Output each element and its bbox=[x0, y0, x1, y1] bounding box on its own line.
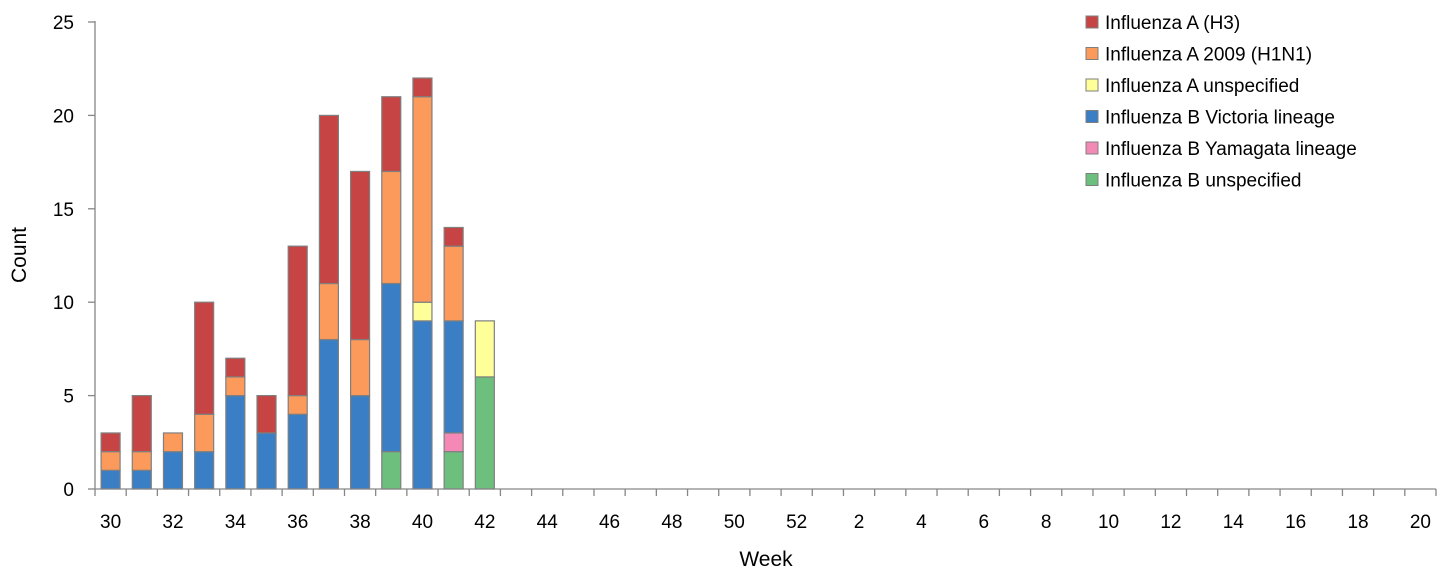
bar-segment-influenza-b-victoria-lineage-week-33 bbox=[194, 451, 215, 490]
x-tick-label: 6 bbox=[979, 512, 990, 533]
bar-segment-influenza-a-h3-week-34 bbox=[225, 357, 246, 378]
bar-segment-influenza-a-2009-h1n1-week-31 bbox=[131, 451, 152, 471]
bar-segment-influenza-b-victoria-lineage-week-39 bbox=[381, 282, 402, 453]
legend-swatch-influenza-b-unspecified bbox=[1085, 173, 1099, 186]
bar-segment-influenza-a-2009-h1n1-week-37 bbox=[318, 282, 339, 341]
legend-swatch-influenza-a-h3 bbox=[1085, 15, 1099, 29]
bar-segment-influenza-a-2009-h1n1-week-38 bbox=[349, 338, 371, 397]
bar-segment-influenza-b-victoria-lineage-week-32 bbox=[162, 451, 184, 490]
bar-segment-influenza-b-victoria-lineage-week-37 bbox=[318, 338, 339, 490]
bar-segment-influenza-b-unspecified-week-39 bbox=[381, 451, 402, 490]
y-tick-label: 5 bbox=[63, 387, 74, 408]
bar-segment-influenza-a-2009-h1n1-week-30 bbox=[100, 451, 121, 471]
x-axis-title: Week bbox=[739, 548, 793, 571]
bar-segment-influenza-b-victoria-lineage-week-40 bbox=[412, 320, 433, 490]
bar-segment-influenza-a-h3-week-31 bbox=[131, 395, 152, 453]
legend: Influenza A (H3) Influenza A 2009 (H1N1) I… bbox=[1085, 13, 1357, 192]
bar-segment-influenza-a-unspecified-week-40 bbox=[412, 301, 433, 322]
x-tick-label: 40 bbox=[412, 512, 433, 533]
bar-segment-influenza-a-2009-h1n1-week-40 bbox=[412, 96, 433, 303]
bar-segment-influenza-a-h3-week-38 bbox=[349, 170, 371, 341]
x-tick-label: 50 bbox=[724, 512, 745, 533]
bars-layer bbox=[100, 77, 495, 490]
x-tick-label: 30 bbox=[100, 512, 121, 533]
legend-label-influenza-a-unspecified: Influenza A unspecified bbox=[1105, 76, 1299, 97]
bar-segment-influenza-b-victoria-lineage-week-36 bbox=[287, 413, 308, 490]
x-tick-label: 36 bbox=[287, 512, 308, 533]
bar-segment-influenza-b-victoria-lineage-week-38 bbox=[349, 395, 371, 490]
x-tick-label: 20 bbox=[1410, 512, 1431, 533]
legend-label-influenza-b-yamagata-lineage: Influenza B Yamagata lineage bbox=[1105, 139, 1357, 160]
legend-label-influenza-a-h3: Influenza A (H3) bbox=[1105, 13, 1240, 34]
bar-segment-influenza-a-h3-week-39 bbox=[381, 96, 402, 173]
x-tick-label: 32 bbox=[162, 512, 183, 533]
bar-segment-influenza-b-unspecified-week-42 bbox=[474, 376, 495, 490]
bar-segment-influenza-a-h3-week-36 bbox=[287, 245, 308, 397]
bar-segment-influenza-b-victoria-lineage-week-34 bbox=[225, 395, 246, 490]
y-tick-label: 15 bbox=[53, 200, 74, 221]
x-tick-label: 52 bbox=[786, 512, 807, 533]
bar-segment-influenza-b-victoria-lineage-week-41 bbox=[443, 320, 464, 434]
bar-segment-influenza-a-unspecified-week-42 bbox=[474, 320, 495, 378]
legend-label-influenza-b-victoria-lineage: Influenza B Victoria lineage bbox=[1105, 108, 1335, 129]
bar-segment-influenza-a-2009-h1n1-week-33 bbox=[194, 413, 215, 453]
bar-segment-influenza-a-2009-h1n1-week-34 bbox=[225, 376, 246, 397]
x-tick-label: 14 bbox=[1223, 512, 1245, 533]
bar-segment-influenza-b-yamagata-lineage-week-41 bbox=[443, 432, 464, 453]
x-tick-label: 16 bbox=[1285, 512, 1306, 533]
x-tick-label: 42 bbox=[474, 512, 495, 533]
bar-segment-influenza-a-h3-week-40 bbox=[412, 77, 433, 98]
bar-segment-influenza-a-2009-h1n1-week-39 bbox=[381, 170, 402, 285]
x-tick-label: 12 bbox=[1160, 512, 1181, 533]
y-tick-label: 20 bbox=[53, 106, 74, 127]
y-tick-label: 25 bbox=[53, 13, 74, 34]
x-tick-label: 44 bbox=[537, 512, 559, 533]
bar-segment-influenza-a-2009-h1n1-week-41 bbox=[443, 245, 464, 322]
x-tick-label: 46 bbox=[599, 512, 620, 533]
bar-segment-influenza-b-victoria-lineage-week-30 bbox=[100, 469, 121, 490]
bar-segment-influenza-b-victoria-lineage-week-31 bbox=[131, 469, 152, 490]
y-tick-label: 10 bbox=[53, 293, 74, 314]
bar-segment-influenza-a-h3-week-30 bbox=[100, 432, 121, 453]
legend-label-influenza-b-unspecified: Influenza B unspecified bbox=[1105, 171, 1301, 192]
x-tick-label: 48 bbox=[661, 512, 682, 533]
bar-segment-influenza-b-unspecified-week-41 bbox=[443, 451, 464, 490]
x-tick-label: 10 bbox=[1098, 512, 1119, 533]
legend-swatch-influenza-a-unspecified bbox=[1085, 78, 1099, 92]
bar-segment-influenza-a-2009-h1n1-week-36 bbox=[287, 395, 308, 415]
bar-segment-influenza-a-h3-week-37 bbox=[318, 114, 339, 285]
bar-segment-influenza-a-h3-week-33 bbox=[194, 301, 215, 415]
legend-label-influenza-a-2009-h1n1: Influenza A 2009 (H1N1) bbox=[1105, 45, 1312, 66]
legend-swatch-influenza-b-yamagata-lineage bbox=[1085, 141, 1099, 155]
x-tick-label: 8 bbox=[1041, 512, 1052, 533]
bar-segment-influenza-a-h3-week-41 bbox=[443, 226, 464, 247]
x-tick-label: 2 bbox=[854, 512, 865, 533]
x-tick-label: 4 bbox=[916, 512, 927, 533]
bar-segment-influenza-a-2009-h1n1-week-32 bbox=[162, 432, 184, 453]
legend-swatch-influenza-a-2009-h1n1 bbox=[1085, 47, 1099, 60]
y-tick-label: 0 bbox=[63, 480, 74, 501]
x-tick-label: 38 bbox=[350, 512, 371, 533]
x-tick-label: 18 bbox=[1347, 512, 1368, 533]
x-tick-label: 34 bbox=[225, 512, 247, 533]
y-axis-title: Count bbox=[8, 227, 31, 283]
bar-segment-influenza-b-victoria-lineage-week-35 bbox=[256, 432, 277, 490]
legend-swatch-influenza-b-victoria-lineage bbox=[1085, 110, 1099, 123]
bar-segment-influenza-a-h3-week-35 bbox=[256, 395, 277, 434]
